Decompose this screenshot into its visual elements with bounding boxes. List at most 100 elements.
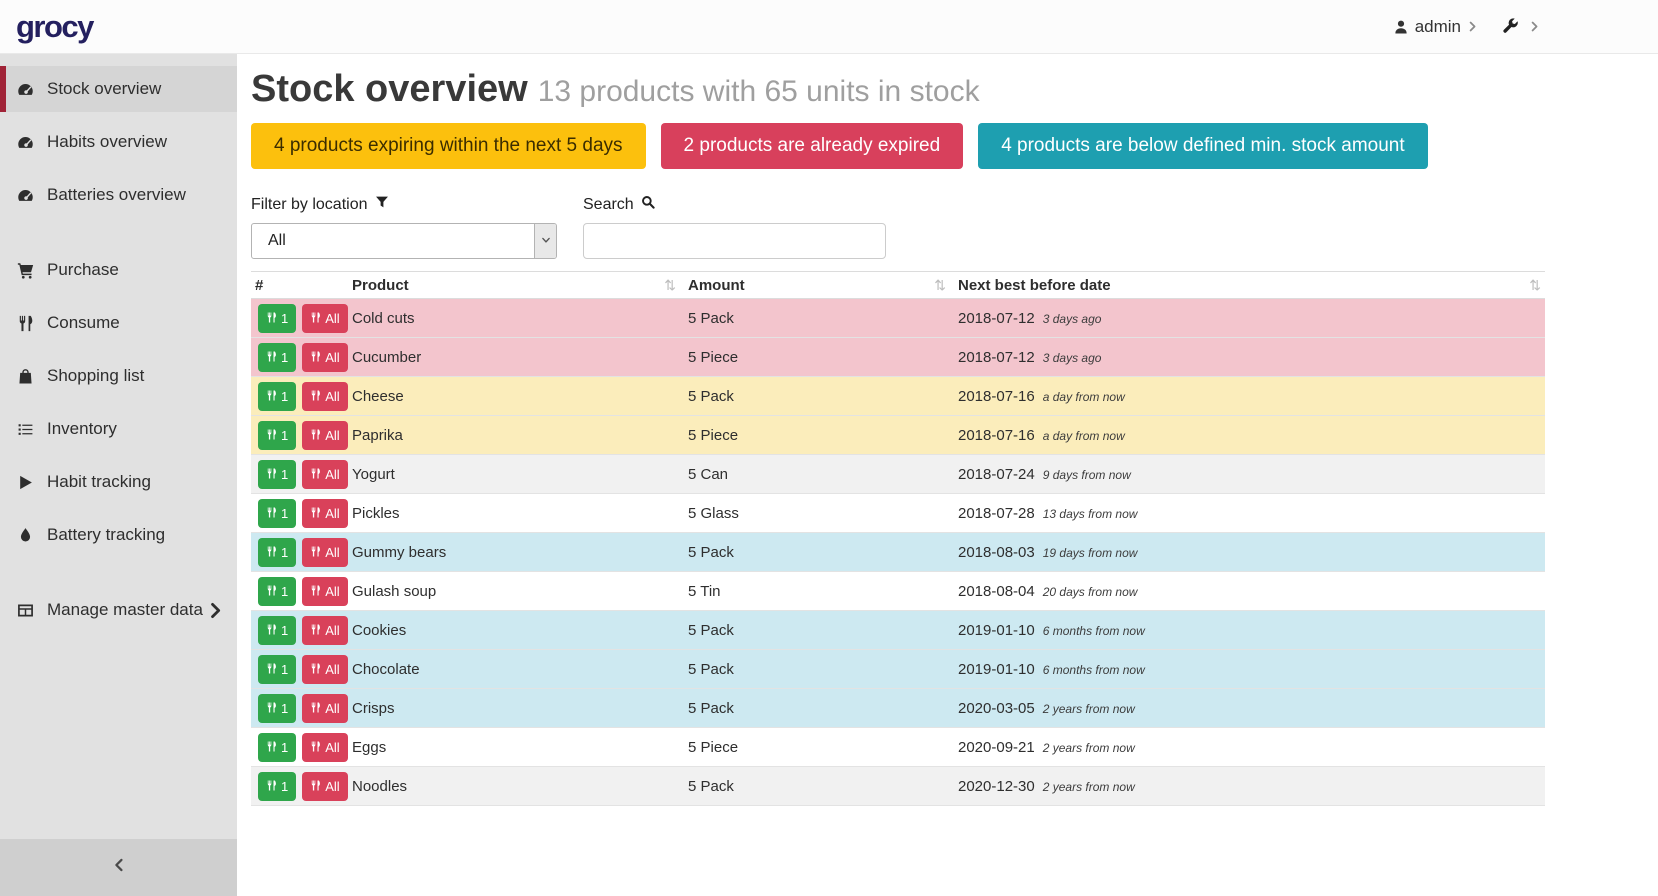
consume-one-button[interactable]: 1 — [258, 771, 297, 801]
consume-one-button[interactable]: 1 — [258, 498, 297, 528]
sidebar-item-battery-tracking[interactable]: Battery tracking — [0, 512, 237, 558]
chevron-right-icon — [207, 602, 228, 619]
consume-all-button[interactable]: All — [302, 498, 348, 528]
sort-icon[interactable]: ⇅ — [934, 276, 946, 293]
consume-one-button[interactable]: 1 — [258, 732, 297, 762]
column-header-next-best-before-date[interactable]: Next best before date ⇅ — [958, 277, 1545, 294]
utensils-icon — [310, 350, 321, 365]
relative-time: 2 years from now — [1042, 779, 1135, 794]
sort-icon[interactable]: ⇅ — [1529, 276, 1541, 293]
consume-one-button[interactable]: 1 — [258, 537, 297, 567]
chevron-right-icon[interactable] — [1467, 21, 1478, 32]
consume-one-button[interactable]: 1 — [258, 615, 297, 645]
sidebar-item-manage-master-data[interactable]: Manage master data — [0, 587, 237, 633]
top-navbar: grocy admin — [0, 0, 1658, 54]
row-actions: 1 All — [251, 537, 352, 567]
amount-value: 5 Pack — [688, 309, 734, 327]
sort-icon[interactable]: ⇅ — [664, 276, 676, 293]
button-label: All — [325, 739, 340, 755]
consume-all-button[interactable]: All — [302, 381, 348, 411]
search-input[interactable] — [583, 223, 886, 259]
sidebar-item-purchase[interactable]: Purchase — [0, 247, 237, 293]
relative-time: 13 days from now — [1042, 506, 1138, 521]
sidebar-item-label: Purchase — [47, 260, 119, 279]
table-row: 1 All Gummy bears 5 Pack 2018-08-03 19 days f… — [251, 533, 1545, 572]
best-before-date: 2018-07-12 — [958, 309, 1035, 327]
filter-row: Filter by location All Search — [251, 195, 1658, 259]
sidebar-item-batteries-overview[interactable]: Batteries overview — [0, 172, 237, 218]
column-header-amount[interactable]: Amount ⇅ — [688, 277, 958, 294]
relative-time: 2 years from now — [1042, 740, 1135, 755]
relative-time: 19 days from now — [1042, 545, 1138, 560]
consume-one-button[interactable]: 1 — [258, 459, 297, 489]
consume-one-button[interactable]: 1 — [258, 693, 297, 723]
sidebar-collapse-button[interactable] — [0, 839, 237, 896]
below-min-stock-button[interactable]: 4 products are below defined min. stock … — [978, 123, 1428, 169]
sidebar-item-shopping-list[interactable]: Shopping list — [0, 353, 237, 399]
already-expired-button[interactable]: 2 products are already expired — [660, 123, 964, 169]
row-actions: 1 All — [251, 615, 352, 645]
utensils-icon — [17, 315, 38, 332]
consume-all-button[interactable]: All — [302, 693, 348, 723]
row-actions: 1 All — [251, 654, 352, 684]
consume-all-button[interactable]: All — [302, 459, 348, 489]
column-header-product[interactable]: Product ⇅ — [352, 277, 688, 294]
best-before-cell: 2019-01-10 6 months from now — [958, 622, 1545, 639]
best-before-date: 2020-12-30 — [958, 777, 1035, 795]
sidebar-item-label: Battery tracking — [47, 525, 166, 544]
consume-all-button[interactable]: All — [302, 615, 348, 645]
product-name: Yogurt — [352, 465, 395, 483]
consume-all-button[interactable]: All — [302, 303, 348, 333]
consume-all-button[interactable]: All — [302, 771, 348, 801]
sidebar-item-habits-overview[interactable]: Habits overview — [0, 119, 237, 165]
cart-icon — [17, 262, 38, 279]
bag-icon — [17, 368, 38, 385]
filter-icon — [375, 195, 389, 214]
consume-all-button[interactable]: All — [302, 537, 348, 567]
location-select-value: All — [268, 232, 286, 249]
row-actions: 1 All — [251, 732, 352, 762]
sidebar-item-stock-overview[interactable]: Stock overview — [0, 66, 237, 112]
best-before-date: 2018-07-28 — [958, 504, 1035, 522]
consume-all-button[interactable]: All — [302, 342, 348, 372]
best-before-date: 2018-07-16 — [958, 387, 1035, 405]
button-label: All — [325, 544, 340, 560]
row-actions: 1 All — [251, 771, 352, 801]
consume-all-button[interactable]: All — [302, 576, 348, 606]
amount-value: 5 Tin — [688, 582, 721, 600]
wrench-icon[interactable] — [1502, 18, 1519, 35]
sidebar-nav: Stock overview Habits overview Batteries o… — [0, 66, 237, 633]
table-header: # Product ⇅ Amount ⇅ Next best before date ⇅ — [251, 271, 1545, 299]
user-menu[interactable]: admin — [1393, 17, 1478, 37]
consume-all-button[interactable]: All — [302, 654, 348, 684]
sidebar-item-label: Manage master data — [47, 600, 203, 619]
button-label: All — [325, 505, 340, 521]
sidebar-item-consume[interactable]: Consume — [0, 300, 237, 346]
table-row: 1 All Eggs 5 Piece 2020-09-21 2 years from no… — [251, 728, 1545, 767]
location-select[interactable]: All — [251, 223, 557, 259]
table-row: 1 All Cucumber 5 Piece 2018-07-12 3 days ago — [251, 338, 1545, 377]
utensils-icon — [266, 623, 277, 638]
consume-one-button[interactable]: 1 — [258, 654, 297, 684]
consume-all-button[interactable]: All — [302, 420, 348, 450]
utensils-icon — [266, 584, 277, 599]
consume-one-button[interactable]: 1 — [258, 576, 297, 606]
best-before-cell: 2018-07-24 9 days from now — [958, 466, 1545, 483]
button-label: 1 — [281, 622, 289, 638]
consume-one-button[interactable]: 1 — [258, 303, 297, 333]
app-logo[interactable]: grocy — [16, 8, 94, 44]
consume-all-button[interactable]: All — [302, 732, 348, 762]
consume-one-button[interactable]: 1 — [258, 420, 297, 450]
sidebar-item-label: Shopping list — [47, 366, 145, 385]
consume-one-button[interactable]: 1 — [258, 381, 297, 411]
chevron-right-icon[interactable] — [1529, 21, 1540, 32]
consume-one-button[interactable]: 1 — [258, 342, 297, 372]
chevron-down-icon[interactable] — [534, 224, 556, 258]
utensils-icon — [266, 428, 277, 443]
product-name: Pickles — [352, 504, 400, 522]
table-icon — [17, 602, 38, 619]
sidebar-item-habit-tracking[interactable]: Habit tracking — [0, 459, 237, 505]
best-before-cell: 2018-07-28 13 days from now — [958, 505, 1545, 522]
sidebar-item-inventory[interactable]: Inventory — [0, 406, 237, 452]
expiring-soon-button[interactable]: 4 products expiring within the next 5 da… — [251, 123, 646, 169]
